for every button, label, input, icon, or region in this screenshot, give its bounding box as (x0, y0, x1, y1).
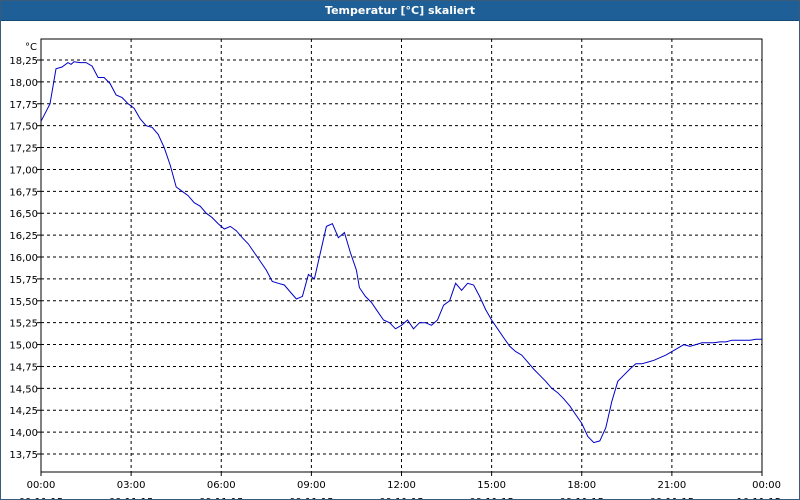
y-tick-label: 15,50 (9, 297, 38, 308)
y-tick-label: 14,25 (9, 406, 38, 417)
x-axis-ticks: 00:00 09.11.15 03:00 09.11.15 06:00 09.11.15 0… (19, 472, 781, 499)
y-tick-label: 17,50 (9, 122, 38, 133)
x-tick-time-label: 00:00 (752, 480, 781, 491)
y-tick-label: 14,00 (9, 428, 38, 439)
x-tick-date-label: 09.11.15 (289, 497, 334, 499)
y-tick-label: 15,00 (9, 341, 38, 352)
x-tick-date-label: 09.11.15 (379, 497, 424, 499)
y-tick-label: 16,25 (9, 231, 38, 242)
y-tick-label: 15,25 (9, 319, 38, 330)
x-tick-time-label: 03:00 (117, 480, 146, 491)
y-tick-label: 16,00 (9, 253, 38, 264)
x-tick-time-label: 18:00 (567, 480, 596, 491)
x-tick-time-label: 12:00 (387, 480, 416, 491)
grid-lines (41, 39, 762, 472)
x-tick-date-label: 09.11.15 (559, 497, 604, 499)
x-tick-date-label: 09.11.15 (199, 497, 244, 499)
y-tick-label: 17,25 (9, 144, 38, 155)
chart-area: 18,25 18,00 17,75 17,50 17,25 17,00 16,75 16,50… (1, 22, 799, 499)
y-tick-label: 18,00 (9, 78, 38, 89)
x-tick-time-label: 00:00 (27, 480, 56, 491)
y-axis-unit-label: °C (25, 42, 37, 53)
y-tick-label: 16,50 (9, 209, 38, 220)
y-tick-label: 14,75 (9, 362, 38, 373)
temperature-series-line (40, 61, 762, 444)
window-title: Temperatur [°C] skaliert (1, 1, 799, 21)
y-tick-label: 16,75 (9, 187, 38, 198)
x-tick-date-label: 09.11.15 (19, 497, 64, 499)
x-tick-time-label: 15:00 (477, 480, 506, 491)
y-tick-label: 15,75 (9, 275, 38, 286)
y-tick-label: 17,00 (9, 165, 38, 176)
x-tick-time-label: 09:00 (297, 480, 326, 491)
y-tick-label: 14,50 (9, 384, 38, 395)
y-tick-label: 18,25 (9, 56, 38, 67)
y-tick-label: 13,75 (9, 450, 38, 461)
y-tick-label: 17,75 (9, 100, 38, 111)
y-axis-ticks: 18,25 18,00 17,75 17,50 17,25 17,00 16,75 16,50… (9, 56, 41, 461)
x-tick-date-label: 09.11.15 (469, 497, 514, 499)
x-tick-date-label: 09.11.15 (109, 497, 154, 499)
x-tick-date-label: 10.11.15 (736, 497, 781, 499)
x-tick-time-label: 06:00 (207, 480, 236, 491)
temperature-line-chart: 18,25 18,00 17,75 17,50 17,25 17,00 16,75 16,50… (9, 38, 781, 499)
x-tick-time-label: 21:00 (657, 480, 686, 491)
x-tick-date-label: 09.11.15 (650, 497, 695, 499)
